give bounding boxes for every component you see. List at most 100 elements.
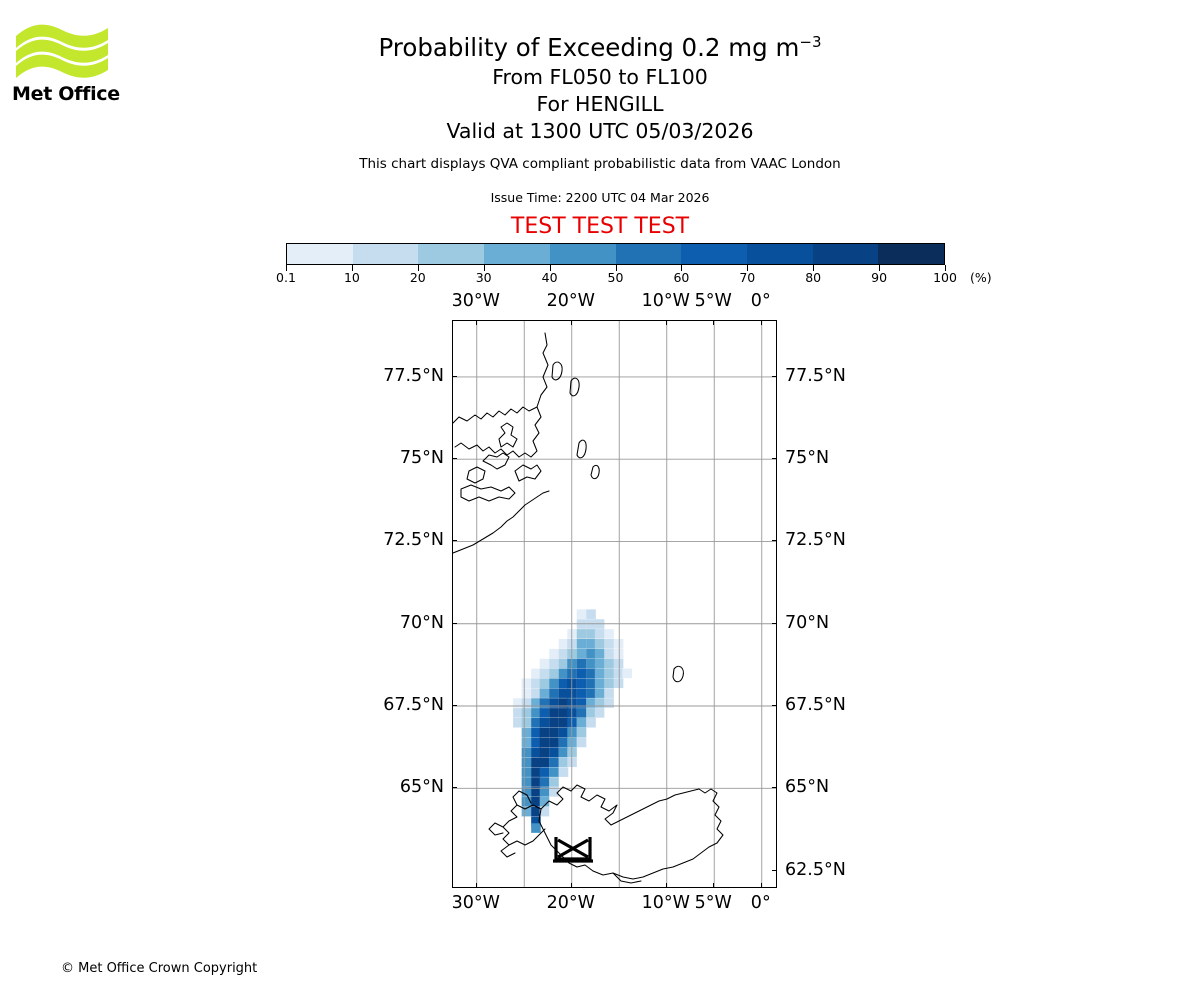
ash-cell (586, 678, 596, 689)
map-gridlines (453, 321, 776, 887)
lon-tick-top-4 (760, 320, 762, 325)
ash-cell (622, 668, 632, 679)
title-flight-levels: From FL050 to FL100 (492, 65, 708, 90)
lat-label-right-1: 75°N (785, 448, 830, 469)
ash-cell (576, 639, 587, 649)
ash-cell (521, 767, 532, 777)
ash-cell (531, 823, 541, 833)
ash-cell (549, 688, 559, 698)
met-office-brand-text: Met Office (12, 83, 120, 105)
ash-cell (586, 658, 596, 669)
colorbar-band-3 (484, 244, 550, 264)
ash-cell (613, 668, 624, 679)
ash-cell (586, 708, 596, 718)
colorbar-tick-label-4: 40 (541, 270, 558, 285)
ash-cell (539, 777, 550, 787)
colorbar-tick-label-2: 20 (409, 270, 426, 285)
ash-cell (531, 688, 541, 698)
ash-cell (576, 668, 587, 679)
ash-cell (558, 747, 569, 758)
lat-tick-right-2 (772, 540, 777, 542)
colorbar-ticks (286, 265, 946, 273)
ash-cell (613, 639, 624, 649)
ash-cell (576, 658, 587, 669)
met-office-wave-icon (12, 20, 112, 82)
lat-tick-left-4 (452, 705, 457, 706)
ash-cell (521, 757, 532, 768)
lon-tick-top-3 (713, 320, 715, 325)
ash-cell (549, 777, 559, 787)
lat-label-left-1: 75°N (399, 448, 444, 469)
ash-cell (549, 668, 559, 679)
ash-cell (558, 737, 569, 748)
lat-label-right-5: 65°N (785, 777, 830, 798)
ash-cell (558, 698, 569, 708)
colorbar-tick-4 (549, 265, 551, 271)
lat-label-right-3: 70°N (785, 612, 830, 633)
colorbar-tick-label-1: 10 (343, 270, 360, 285)
colorbar-band-1 (352, 244, 419, 264)
lon-label-bottom-1: 20°W (546, 893, 595, 913)
ash-cell (549, 717, 559, 728)
ash-cell (539, 727, 550, 738)
colorbar-band-6 (681, 244, 747, 264)
issue-time: Issue Time: 2200 UTC 04 Mar 2026 (490, 190, 710, 205)
ash-cell (531, 708, 541, 718)
ash-cell (558, 708, 569, 718)
lon-tick-top-0 (475, 320, 477, 325)
colorbar-band-4 (549, 244, 616, 264)
lat-tick-left-0 (452, 375, 457, 377)
ash-cell (594, 658, 605, 669)
ash-cell (594, 688, 605, 698)
colorbar-tick-label-7: 70 (739, 270, 756, 285)
ash-cell (549, 767, 559, 777)
ash-cell (531, 727, 541, 738)
lat-tick-left-1 (452, 458, 457, 460)
ash-cell (586, 629, 596, 639)
ash-cell (604, 668, 614, 679)
colorbar-tick-5 (615, 265, 617, 271)
lat-label-left-3: 70°N (399, 612, 444, 633)
ash-cell (549, 727, 559, 738)
ash-cell (539, 767, 550, 777)
colorbar-tick-1 (351, 265, 353, 271)
ash-cell (531, 816, 541, 827)
colorbar-bands (286, 243, 945, 265)
lon-tick-top-2 (665, 320, 667, 325)
lat-label-right-2: 72.5°N (785, 530, 846, 551)
ash-cell (513, 708, 523, 718)
lat-label-left-2: 72.5°N (383, 530, 444, 551)
ash-cell (586, 717, 596, 728)
ash-cell (586, 698, 596, 708)
lat-label-right-6: 62.5°N (785, 859, 846, 880)
lat-tick-right-4 (772, 705, 777, 706)
lat-label-right-4: 67.5°N (785, 695, 846, 715)
volcano-location-marker (553, 837, 593, 863)
lon-label-top-2: 10°W (641, 291, 690, 311)
colorbar-band-9 (878, 244, 945, 264)
ash-cell (558, 757, 569, 768)
ash-cell (539, 668, 550, 679)
lat-tick-left-2 (452, 540, 457, 542)
lon-tick-top-1 (570, 320, 572, 325)
ash-cell (558, 678, 569, 689)
ash-cell (539, 787, 550, 797)
lat-label-left-5: 65°N (399, 777, 444, 798)
ash-cell (531, 747, 541, 758)
ash-cell (586, 648, 596, 659)
lon-tick-bottom-1 (570, 883, 572, 888)
ash-cell (594, 708, 605, 718)
colorbar-tick-7 (747, 265, 749, 271)
ash-cell (521, 777, 532, 787)
lat-tick-right-0 (772, 375, 777, 377)
colorbar-band-5 (615, 244, 682, 264)
ash-cell (521, 688, 532, 698)
ash-cell (594, 668, 605, 679)
lat-tick-right-3 (772, 622, 777, 624)
ash-cell (539, 806, 550, 817)
map-plot-area[interactable] (452, 320, 777, 888)
ash-probability-cells (513, 609, 632, 833)
ash-cell (558, 648, 569, 659)
ash-cell (549, 737, 559, 748)
met-office-logo: Met Office (12, 20, 122, 115)
